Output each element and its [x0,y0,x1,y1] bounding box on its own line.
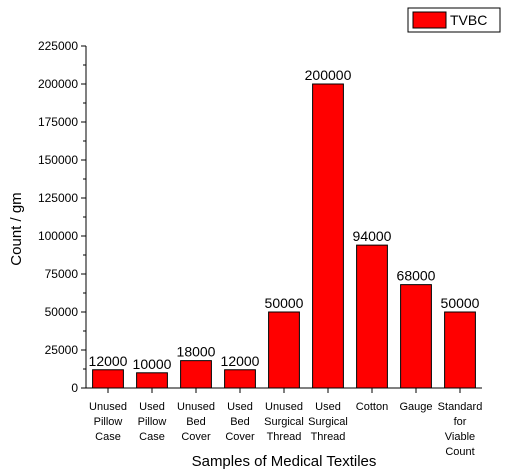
x-tick-label: Used [227,401,253,413]
y-tick-label: 125000 [38,191,78,205]
x-tick-label: Cover [181,431,211,443]
x-tick-label: Unused [89,401,127,413]
bar [268,311,300,389]
x-tick-label: Thread [311,431,346,443]
x-tick-label: Cotton [356,401,388,413]
x-tick-label: Bed [230,416,250,428]
y-tick-label: 75000 [45,267,79,281]
x-tick-label: Viable [445,431,475,443]
data-label: 68000 [397,268,436,284]
x-axis-title: Samples of Medical Textiles [192,453,377,470]
y-tick-label: 25000 [45,343,79,357]
x-tick-label: Used [315,401,341,413]
bar [312,83,344,389]
bar [136,372,168,389]
x-tick-label: Case [139,431,165,443]
x-tick-label: Case [95,431,121,443]
x-tick-label: Unused [265,401,303,413]
plot-area: 0 25000 50000 75000 100000 125000 150000 175000… [38,39,482,458]
data-label: 200000 [305,67,352,83]
x-tick-label: Gauge [399,401,432,413]
y-tick-label: 200000 [38,77,78,91]
y-tick-label: 150000 [38,153,78,167]
x-tick-label: Cover [225,431,255,443]
y-tick-label: 0 [71,381,78,395]
y-tick-label: 100000 [38,229,78,243]
data-label: 12000 [89,353,128,369]
bar [224,369,256,389]
data-label: 12000 [221,353,260,369]
x-tick-label: Used [139,401,165,413]
bar [92,369,124,389]
y-tick-label: 50000 [45,305,79,319]
data-label: 94000 [353,228,392,244]
y-tick-label: 225000 [38,39,78,53]
data-label: 50000 [265,295,304,311]
data-label: 18000 [177,344,216,360]
x-tick-label: Pillow [94,416,123,428]
data-label: 10000 [133,356,172,372]
bar [356,244,388,389]
bar [180,360,212,389]
x-tick-label: Surgical [264,416,304,428]
x-tick-label: Surgical [308,416,348,428]
x-tick-label: for [454,416,467,428]
x-tick-label: Bed [186,416,206,428]
y-tick-label: 175000 [38,115,78,129]
legend-label: TVBC [450,12,487,28]
bar [444,311,476,389]
x-tick-label: Thread [267,431,302,443]
data-label: 50000 [441,295,480,311]
bar [400,284,432,389]
x-tick-label: Pillow [138,416,167,428]
legend-swatch [412,11,447,29]
x-tick-label: Standard [438,401,483,413]
x-tick-label: Count [445,446,474,458]
y-axis-title: Count / gm [8,192,25,265]
legend: TVBC [407,7,501,33]
x-tick-label: Unused [177,401,215,413]
